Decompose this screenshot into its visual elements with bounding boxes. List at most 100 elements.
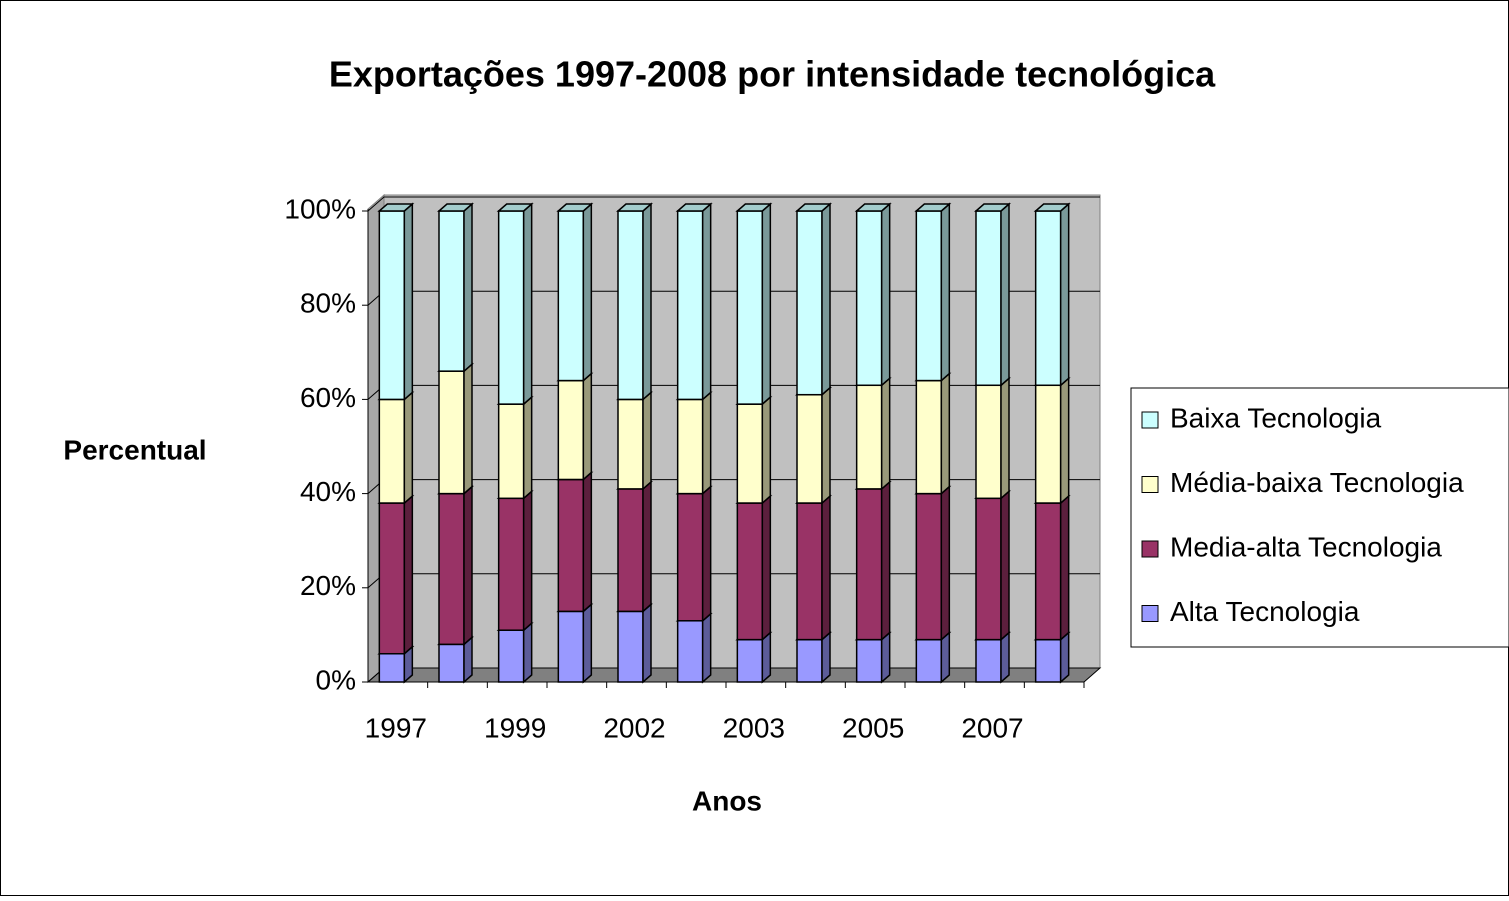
bar-top (556, 203, 594, 212)
bar-side (821, 386, 831, 505)
bar-segment (497, 210, 525, 405)
x-tick-label: 1999 (484, 712, 546, 743)
bar-side (761, 494, 772, 642)
bar-side (1059, 494, 1070, 642)
bar-segment (557, 478, 585, 613)
bar-segment (497, 403, 525, 500)
bar-top (675, 203, 713, 212)
bar-side (582, 602, 593, 684)
bar-side (522, 621, 533, 684)
bar-segment (497, 629, 525, 683)
bar-side (403, 390, 414, 505)
bar-top (1033, 203, 1071, 212)
bar-segment (796, 502, 823, 641)
bar-side (701, 612, 712, 684)
bar-segment (497, 497, 525, 631)
bar-segment (438, 643, 465, 683)
chart-title: Exportações 1997-2008 por intensidade te… (329, 54, 1216, 95)
bar-side (463, 202, 473, 373)
bar-side (880, 630, 891, 684)
legend-box (1130, 387, 1509, 648)
bar-segment (617, 398, 644, 490)
bar-segment (438, 370, 465, 495)
bar-side (582, 371, 593, 482)
bar-side (761, 202, 772, 406)
bar-segment (855, 488, 883, 641)
grid-line (367, 196, 1100, 212)
legend-swatch (1141, 605, 1159, 622)
bar-side (761, 395, 772, 505)
bar-segment (557, 610, 585, 683)
bar-side (642, 602, 652, 684)
bar-side (1059, 630, 1070, 684)
bar-segment (1034, 384, 1062, 504)
bar-segment (378, 502, 406, 655)
bar-side (642, 390, 652, 491)
bar-side (1000, 489, 1010, 642)
bar-segment (617, 488, 644, 613)
bar-side (880, 202, 891, 387)
bar-side (1059, 376, 1070, 505)
y-tick-label: 20% (300, 570, 356, 601)
bar-side (463, 484, 473, 646)
bar-top (377, 203, 415, 212)
bar-side (582, 202, 593, 383)
bar-segment (736, 502, 764, 641)
bar-top (914, 203, 952, 212)
bar-side (821, 202, 831, 397)
bar-side (940, 202, 951, 383)
bar-segment (438, 210, 465, 372)
bar-segment (796, 638, 823, 683)
bar-segment (915, 492, 943, 641)
legend-swatch (1141, 476, 1159, 493)
bar-side (582, 470, 593, 614)
y-tick-label: 80% (300, 288, 356, 319)
bar-top (616, 203, 653, 212)
legend-label: Media-alta Tecnologia (1170, 531, 1442, 562)
bar-side (701, 484, 712, 623)
legend-label: Alta Tecnologia (1170, 596, 1360, 627)
bar-side (403, 202, 414, 402)
bar-side (761, 630, 772, 684)
bar-side (403, 494, 414, 656)
bar-side (821, 494, 831, 642)
bar-segment (915, 210, 943, 382)
bar-side (880, 376, 891, 491)
x-tick-label: 2007 (961, 712, 1023, 743)
bar-side (940, 371, 951, 496)
bar-side (940, 630, 951, 684)
bar-segment (855, 210, 883, 387)
bar-top (854, 203, 892, 212)
x-tick-label: 2005 (842, 712, 904, 743)
bar-side (701, 202, 712, 402)
bar-segment (736, 210, 764, 405)
y-axis-label: Percentual (63, 434, 206, 465)
bar-segment (736, 638, 764, 683)
bar-segment (676, 210, 704, 401)
legend-label: Média-baixa Tecnologia (1170, 467, 1464, 498)
legend-swatch (1141, 411, 1159, 429)
bar-segment (438, 492, 465, 646)
bar-segment (796, 393, 823, 504)
y-tick-label: 40% (300, 476, 356, 507)
bar-top (437, 203, 474, 212)
bar-side (880, 480, 891, 642)
bar-segment (796, 210, 823, 396)
bar-segment (975, 210, 1002, 387)
bar-segment (676, 398, 704, 495)
x-axis-label: Anos (692, 785, 762, 816)
bar-segment (378, 398, 406, 504)
legend-label: Baixa Tecnologia (1170, 402, 1382, 433)
bar-segment (557, 210, 585, 382)
bar-side (522, 489, 533, 632)
bar-segment (975, 638, 1002, 683)
bar-side (1059, 202, 1070, 387)
bar-segment (557, 379, 585, 481)
bar-side (642, 202, 652, 402)
bar-side (1000, 630, 1010, 684)
bar-segment (736, 403, 764, 504)
bar-side (642, 480, 652, 614)
bar-segment (915, 638, 943, 683)
bar-side (1000, 376, 1010, 500)
